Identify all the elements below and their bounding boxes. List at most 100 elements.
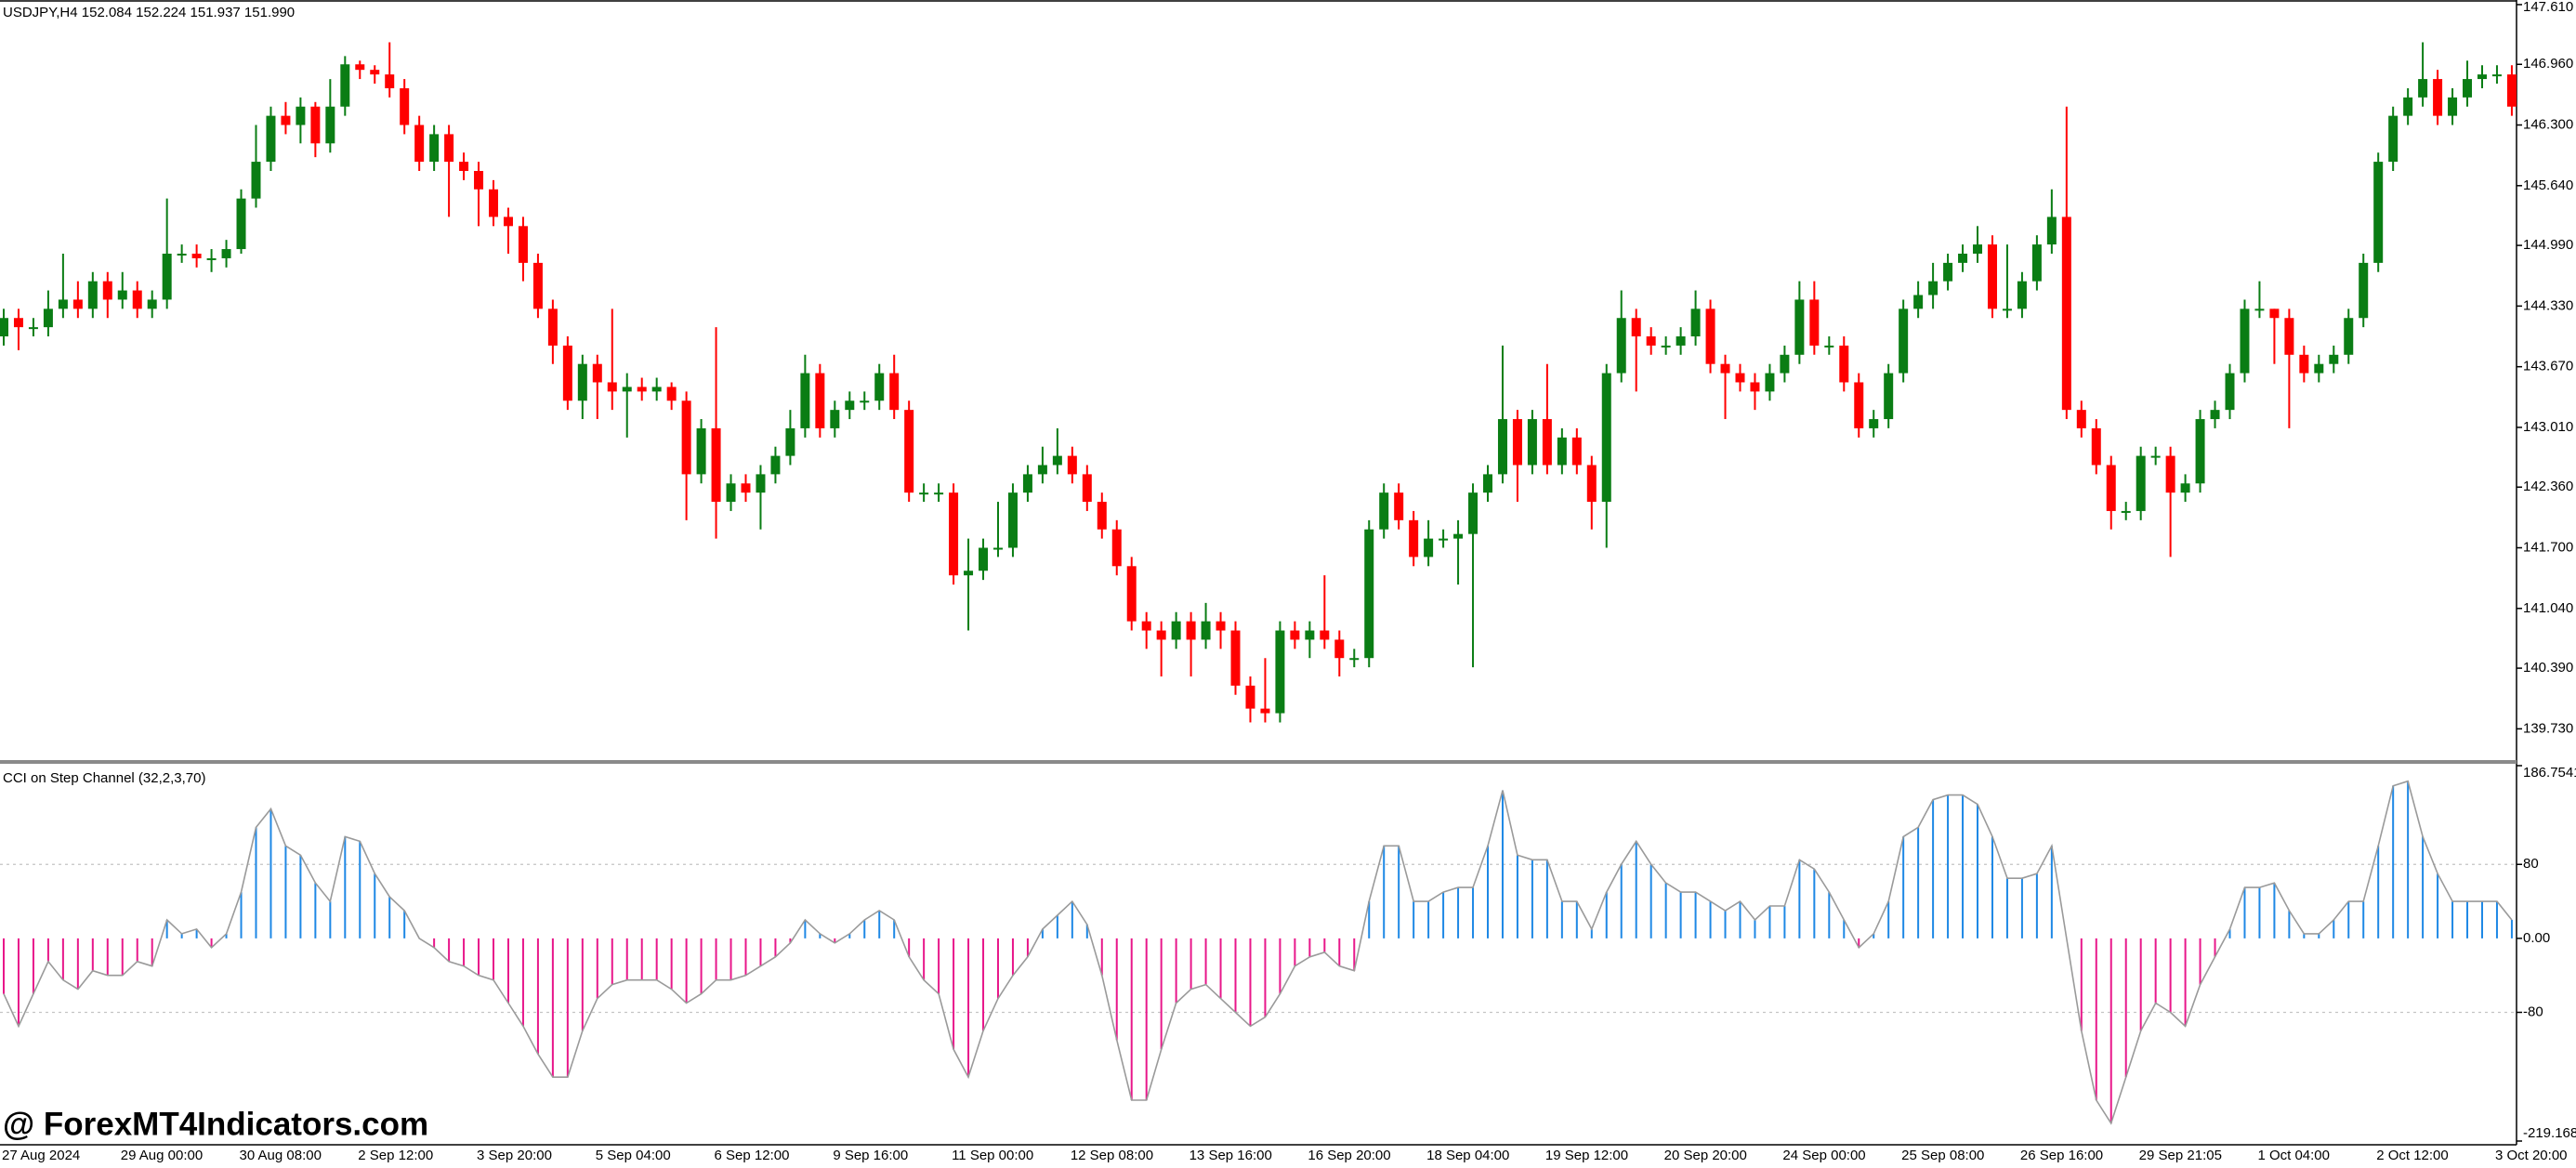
candle-body <box>2448 97 2458 116</box>
x-tick-label: 18 Sep 04:00 <box>1426 1148 1509 1163</box>
candle-body <box>874 373 885 401</box>
candle-body <box>1497 419 1507 475</box>
y-tick-label: 140.390 <box>2523 660 2573 676</box>
candle-body <box>1676 336 1686 346</box>
x-tick-label: 2 Oct 12:00 <box>2376 1148 2449 1163</box>
candle-body <box>726 483 736 503</box>
y-tick-label: 142.360 <box>2523 479 2573 494</box>
candle-body <box>1512 419 1522 466</box>
candle-body <box>2195 419 2205 484</box>
candle-body <box>2344 318 2354 355</box>
candle-body <box>1987 244 1997 309</box>
candle-body <box>1097 502 1107 530</box>
candle-body <box>2121 510 2131 513</box>
candle-body <box>1260 708 1270 714</box>
candle-body <box>860 400 870 403</box>
x-tick-label: 20 Sep 20:00 <box>1664 1148 1747 1163</box>
candle-body <box>1765 373 1775 392</box>
candle-body <box>1349 658 1360 661</box>
candle-body <box>1186 621 1196 640</box>
candle-body <box>2180 483 2190 493</box>
candle-body <box>1720 363 1730 374</box>
candle-body <box>459 162 469 171</box>
x-tick-label: 6 Sep 12:00 <box>715 1148 790 1163</box>
candle-body <box>547 308 558 346</box>
candle-body <box>1854 382 1864 428</box>
candle-body <box>1824 345 1834 348</box>
candle-body <box>132 290 142 309</box>
candle-body <box>1809 299 1820 346</box>
candle-body <box>800 373 810 428</box>
candle-body <box>1750 382 1760 392</box>
candle-body <box>1156 630 1166 640</box>
candle-body <box>1394 492 1404 520</box>
y-tick-label: -219.1683 <box>2523 1125 2576 1141</box>
candle-body <box>2314 363 2324 374</box>
y-tick-label: 186.7541 <box>2523 765 2576 781</box>
candle-body <box>1424 538 1434 558</box>
y-tick-label: 147.610 <box>2523 0 2573 15</box>
candle-body <box>1616 318 1626 374</box>
candle-body <box>58 299 68 309</box>
x-tick-label: 2 Sep 12:00 <box>358 1148 433 1163</box>
candle-body <box>1275 630 1285 714</box>
candle-body <box>429 134 440 163</box>
candle-body <box>1928 281 1939 295</box>
candle-body <box>1082 474 1092 503</box>
candle-body <box>2091 427 2101 466</box>
candle-body <box>1794 299 1805 355</box>
candle-body <box>310 106 321 144</box>
candle-body <box>296 106 306 125</box>
candle-body <box>1334 639 1345 659</box>
candle-body <box>1661 345 1671 348</box>
candle-body <box>1913 295 1924 309</box>
candle-body <box>2506 74 2517 107</box>
candle-body <box>1839 345 1849 383</box>
candle-body <box>2225 373 2235 411</box>
candle-body <box>2002 308 2012 311</box>
candle-body <box>1973 244 1983 254</box>
candle-body <box>355 64 365 71</box>
candle-body <box>1453 533 1464 539</box>
candle-body <box>1631 318 1641 337</box>
candle-body <box>622 387 632 392</box>
candle-body <box>2463 79 2473 98</box>
candle-body <box>979 547 989 571</box>
candle-body <box>1542 419 1552 466</box>
candle-body <box>1364 529 1374 659</box>
candle-body <box>2284 318 2294 355</box>
candle-body <box>2418 79 2428 98</box>
candle-body <box>992 547 1003 550</box>
x-tick-label: 24 Sep 00:00 <box>1782 1148 1865 1163</box>
candle-body <box>503 217 513 227</box>
candle-body <box>1899 308 1909 374</box>
candle-body <box>2136 455 2146 511</box>
candle-body <box>147 299 157 309</box>
candle-body <box>2106 465 2116 511</box>
candle-body <box>43 308 53 328</box>
candle-body <box>2388 115 2399 163</box>
x-tick-label: 26 Sep 16:00 <box>2020 1148 2103 1163</box>
candle-body <box>1571 437 1582 466</box>
candle-body <box>1468 492 1479 534</box>
candle-body <box>681 400 691 475</box>
y-tick-label: 80 <box>2523 856 2539 872</box>
candle-body <box>2240 308 2250 374</box>
x-tick-label: 25 Sep 08:00 <box>1901 1148 1984 1163</box>
candle-body <box>889 373 900 411</box>
candle-body <box>1290 630 1300 640</box>
candle-body <box>281 115 291 125</box>
candle-body <box>651 387 662 392</box>
y-tick-label: 145.640 <box>2523 177 2573 193</box>
candle-body <box>206 257 217 260</box>
candle-body <box>1305 630 1315 640</box>
candle-body <box>934 492 944 495</box>
candle-body <box>1527 419 1537 466</box>
candle-body <box>444 134 454 163</box>
candle-body <box>2210 410 2220 420</box>
candle-body <box>2491 74 2502 77</box>
candle-body <box>770 455 781 475</box>
candle-body <box>2150 455 2161 458</box>
candle-body <box>2299 354 2309 374</box>
